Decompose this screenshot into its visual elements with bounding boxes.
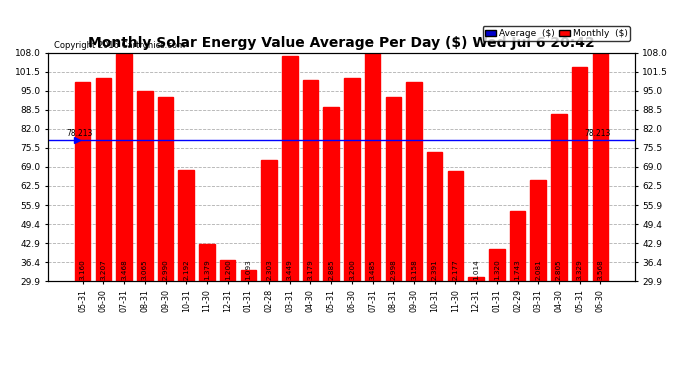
Text: 78.213: 78.213	[66, 129, 92, 138]
Text: 2.990: 2.990	[163, 259, 168, 280]
Bar	[531, 180, 546, 369]
Bar	[199, 244, 215, 369]
Text: 1.320: 1.320	[494, 259, 500, 280]
Bar	[324, 107, 339, 369]
Text: 3.160: 3.160	[80, 259, 86, 280]
Bar	[365, 53, 380, 369]
Text: 2.192: 2.192	[184, 259, 189, 280]
Text: 2.303: 2.303	[266, 259, 272, 280]
Text: 1.743: 1.743	[515, 259, 520, 280]
Text: 3.449: 3.449	[287, 259, 293, 280]
Bar	[551, 114, 566, 369]
Bar	[75, 82, 90, 369]
Legend: Average  ($), Monthly  ($): Average ($), Monthly ($)	[482, 26, 630, 40]
Bar	[427, 152, 442, 369]
Text: 1.379: 1.379	[204, 259, 210, 280]
Text: 2.805: 2.805	[556, 259, 562, 280]
Text: 2.885: 2.885	[328, 259, 334, 280]
Bar	[117, 54, 132, 369]
Bar	[303, 80, 318, 369]
Bar	[282, 56, 297, 369]
Text: 3.200: 3.200	[349, 259, 355, 280]
Bar	[179, 170, 194, 369]
Text: 3.329: 3.329	[577, 259, 582, 280]
Bar	[469, 277, 484, 369]
Text: 3.485: 3.485	[370, 259, 375, 280]
Bar	[386, 97, 401, 369]
Bar	[158, 98, 173, 369]
Bar	[448, 171, 463, 369]
Text: 1.093: 1.093	[246, 259, 251, 280]
Bar	[593, 45, 608, 369]
Text: 1.014: 1.014	[473, 259, 479, 280]
Bar	[262, 160, 277, 369]
Text: 3.207: 3.207	[101, 259, 106, 280]
Text: 3.158: 3.158	[411, 259, 417, 280]
Text: 2.081: 2.081	[535, 259, 541, 280]
Text: 2.391: 2.391	[432, 259, 437, 280]
Text: 3.468: 3.468	[121, 259, 127, 280]
Bar	[220, 260, 235, 369]
Bar	[572, 66, 587, 369]
Text: 3.065: 3.065	[142, 259, 148, 280]
Title: Monthly Solar Energy Value Average Per Day ($) Wed Jul 6 20:42: Monthly Solar Energy Value Average Per D…	[88, 36, 595, 50]
Bar	[241, 270, 256, 369]
Bar	[344, 78, 359, 369]
Text: 3.179: 3.179	[308, 259, 313, 280]
Bar	[489, 249, 504, 369]
Bar	[510, 211, 525, 369]
Text: 3.568: 3.568	[598, 259, 603, 280]
Text: Copyright 2016 Cartronics.com: Copyright 2016 Cartronics.com	[55, 41, 186, 50]
Text: 78.213: 78.213	[584, 129, 611, 138]
Text: 2.998: 2.998	[391, 259, 396, 280]
Bar	[137, 90, 152, 369]
Text: 2.177: 2.177	[453, 259, 458, 280]
Bar	[96, 78, 111, 369]
Bar	[406, 82, 422, 369]
Text: 1.200: 1.200	[225, 259, 230, 280]
